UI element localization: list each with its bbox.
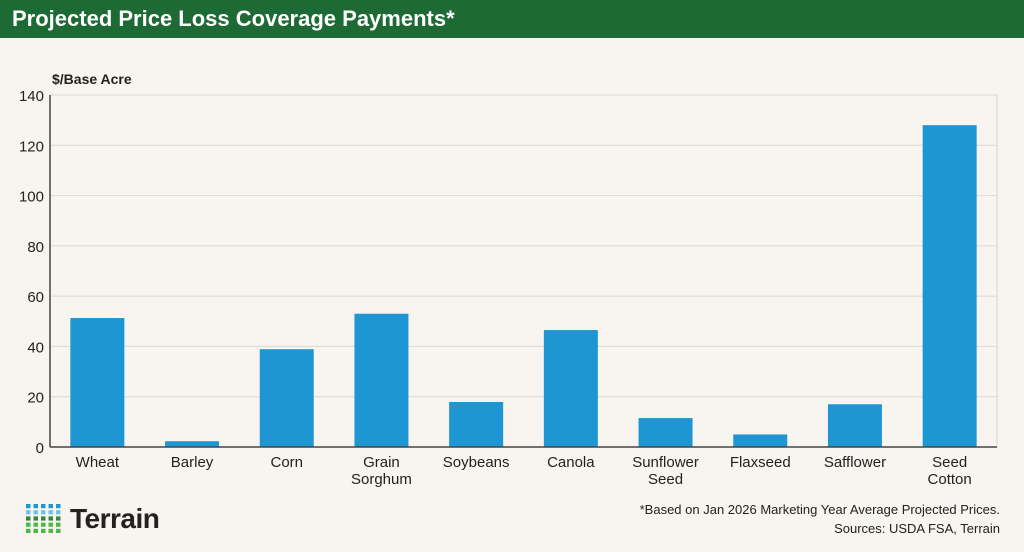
logo-dot (48, 510, 53, 515)
bar-seed-cotton (922, 125, 977, 448)
logo-dot (48, 516, 53, 521)
y-tick-label: 80 (27, 239, 44, 256)
logo-dot (56, 510, 61, 515)
bar-canola (543, 330, 598, 447)
logo-dot (26, 516, 31, 521)
x-tick-label: Safflower (824, 454, 886, 471)
logo-dot (41, 522, 46, 527)
bar-safflower (827, 404, 882, 447)
y-tick-label: 20 (27, 390, 44, 407)
y-tick-label: 0 (36, 440, 44, 457)
x-tick-label: Wheat (76, 454, 120, 471)
title-bar: Projected Price Loss Coverage Payments* (0, 0, 1024, 38)
logo-dot (48, 504, 53, 509)
logo-text: Terrain (70, 503, 160, 534)
logo-dot (26, 510, 31, 515)
x-tick-label: Corn (270, 454, 303, 471)
logo-dot (56, 504, 61, 509)
x-tick-label: Soybeans (443, 454, 510, 471)
y-tick-label: 60 (27, 289, 44, 306)
footnote: *Based on Jan 2026 Marketing Year Averag… (639, 502, 1000, 517)
sources: Sources: USDA FSA, Terrain (834, 521, 1000, 536)
logo-dot (41, 504, 46, 509)
logo-dot (26, 528, 31, 533)
bar-barley (165, 441, 220, 447)
x-tick-label: Seed Cotton (928, 454, 972, 488)
bar-flaxseed (733, 434, 788, 447)
y-axis-label: $/Base Acre (52, 71, 132, 87)
logo-dot (26, 522, 31, 527)
logo-dot (41, 510, 46, 515)
logo-dot (26, 504, 31, 509)
bar-soybeans (449, 401, 504, 447)
logo-dot (48, 528, 53, 533)
y-tick-label: 100 (19, 189, 44, 206)
plot-frame (49, 94, 998, 448)
bar-grain-sorghum (354, 313, 409, 447)
logo-dot (33, 522, 38, 527)
logo-dot (33, 516, 38, 521)
y-tick-label: 40 (27, 339, 44, 356)
logo-dot (56, 516, 61, 521)
bar-chart: 0 20 40 60 80 100 120 140 $/Base Acre Wheat Barley… (19, 71, 998, 488)
logo-dot (56, 522, 61, 527)
x-tick-label: Canola (547, 454, 595, 471)
x-tick-label: Sunflower Seed (632, 454, 699, 488)
terrain-logo: Terrain (26, 503, 160, 535)
logo-dot (33, 510, 38, 515)
x-tick-label: Grain Sorghum (351, 454, 412, 488)
bar-sunflower-seed (638, 418, 693, 447)
logo-dot (41, 516, 46, 521)
terrain-logo-icon (26, 504, 61, 533)
logo-dot (33, 504, 38, 509)
bar-wheat (70, 318, 125, 447)
x-tick-label: Barley (171, 454, 214, 471)
logo-dot (41, 528, 46, 533)
chart-title: Projected Price Loss Coverage Payments* (12, 6, 455, 31)
logo-dot (33, 528, 38, 533)
x-tick-label: Flaxseed (730, 454, 791, 471)
bar-corn (259, 349, 314, 447)
y-tick-label: 140 (19, 88, 44, 105)
y-tick-label: 120 (19, 138, 44, 155)
logo-dot (56, 528, 61, 533)
logo-dot (48, 522, 53, 527)
